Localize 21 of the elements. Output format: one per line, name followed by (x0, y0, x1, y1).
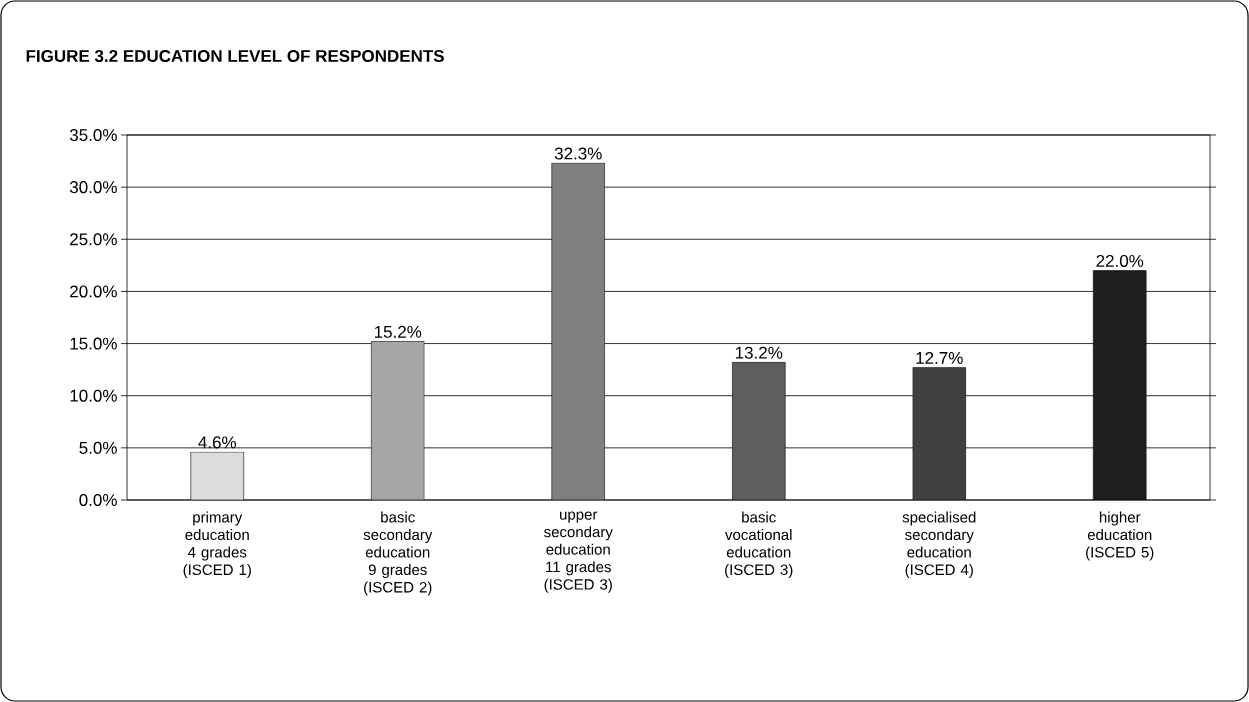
data-label: 12.7% (916, 351, 963, 364)
data-label: 13.2% (735, 346, 783, 359)
y-tick-label: 30.0% (69, 181, 117, 194)
data-label: 4.6% (198, 436, 237, 449)
y-tick-label: 10.0% (70, 389, 117, 402)
y-tick-label: 35.0% (69, 128, 117, 142)
data-label: 22.0% (1096, 254, 1144, 267)
x-tick-label: primary education 4 grades (ISCED 1) (183, 511, 251, 579)
x-tick-label: specialised secondary education (ISCED 4) (902, 511, 976, 579)
y-tick-label: 0.0% (79, 493, 117, 507)
x-tick-label: basic secondary education 9 grades (ISCED 2) (363, 511, 433, 596)
y-tick-label: 25.0% (70, 233, 117, 246)
x-tick-label: upper secondary education 11 grades (ISCED 3) (544, 511, 613, 593)
chart-title: FIGURE 3.2 EDUCATION LEVEL OF RESPONDENTS (26, 49, 444, 63)
y-tick-label: 20.0% (70, 285, 117, 298)
y-tick-label: 15.0% (70, 337, 117, 350)
y-tick-label: 5.0% (79, 441, 117, 454)
x-tick-label: higher education (ISCED 5) (1086, 511, 1154, 561)
data-label: 32.3% (554, 147, 602, 160)
x-tick-label: basic vocational education (ISCED 3) (725, 511, 793, 579)
data-label: 15.2% (374, 325, 422, 338)
